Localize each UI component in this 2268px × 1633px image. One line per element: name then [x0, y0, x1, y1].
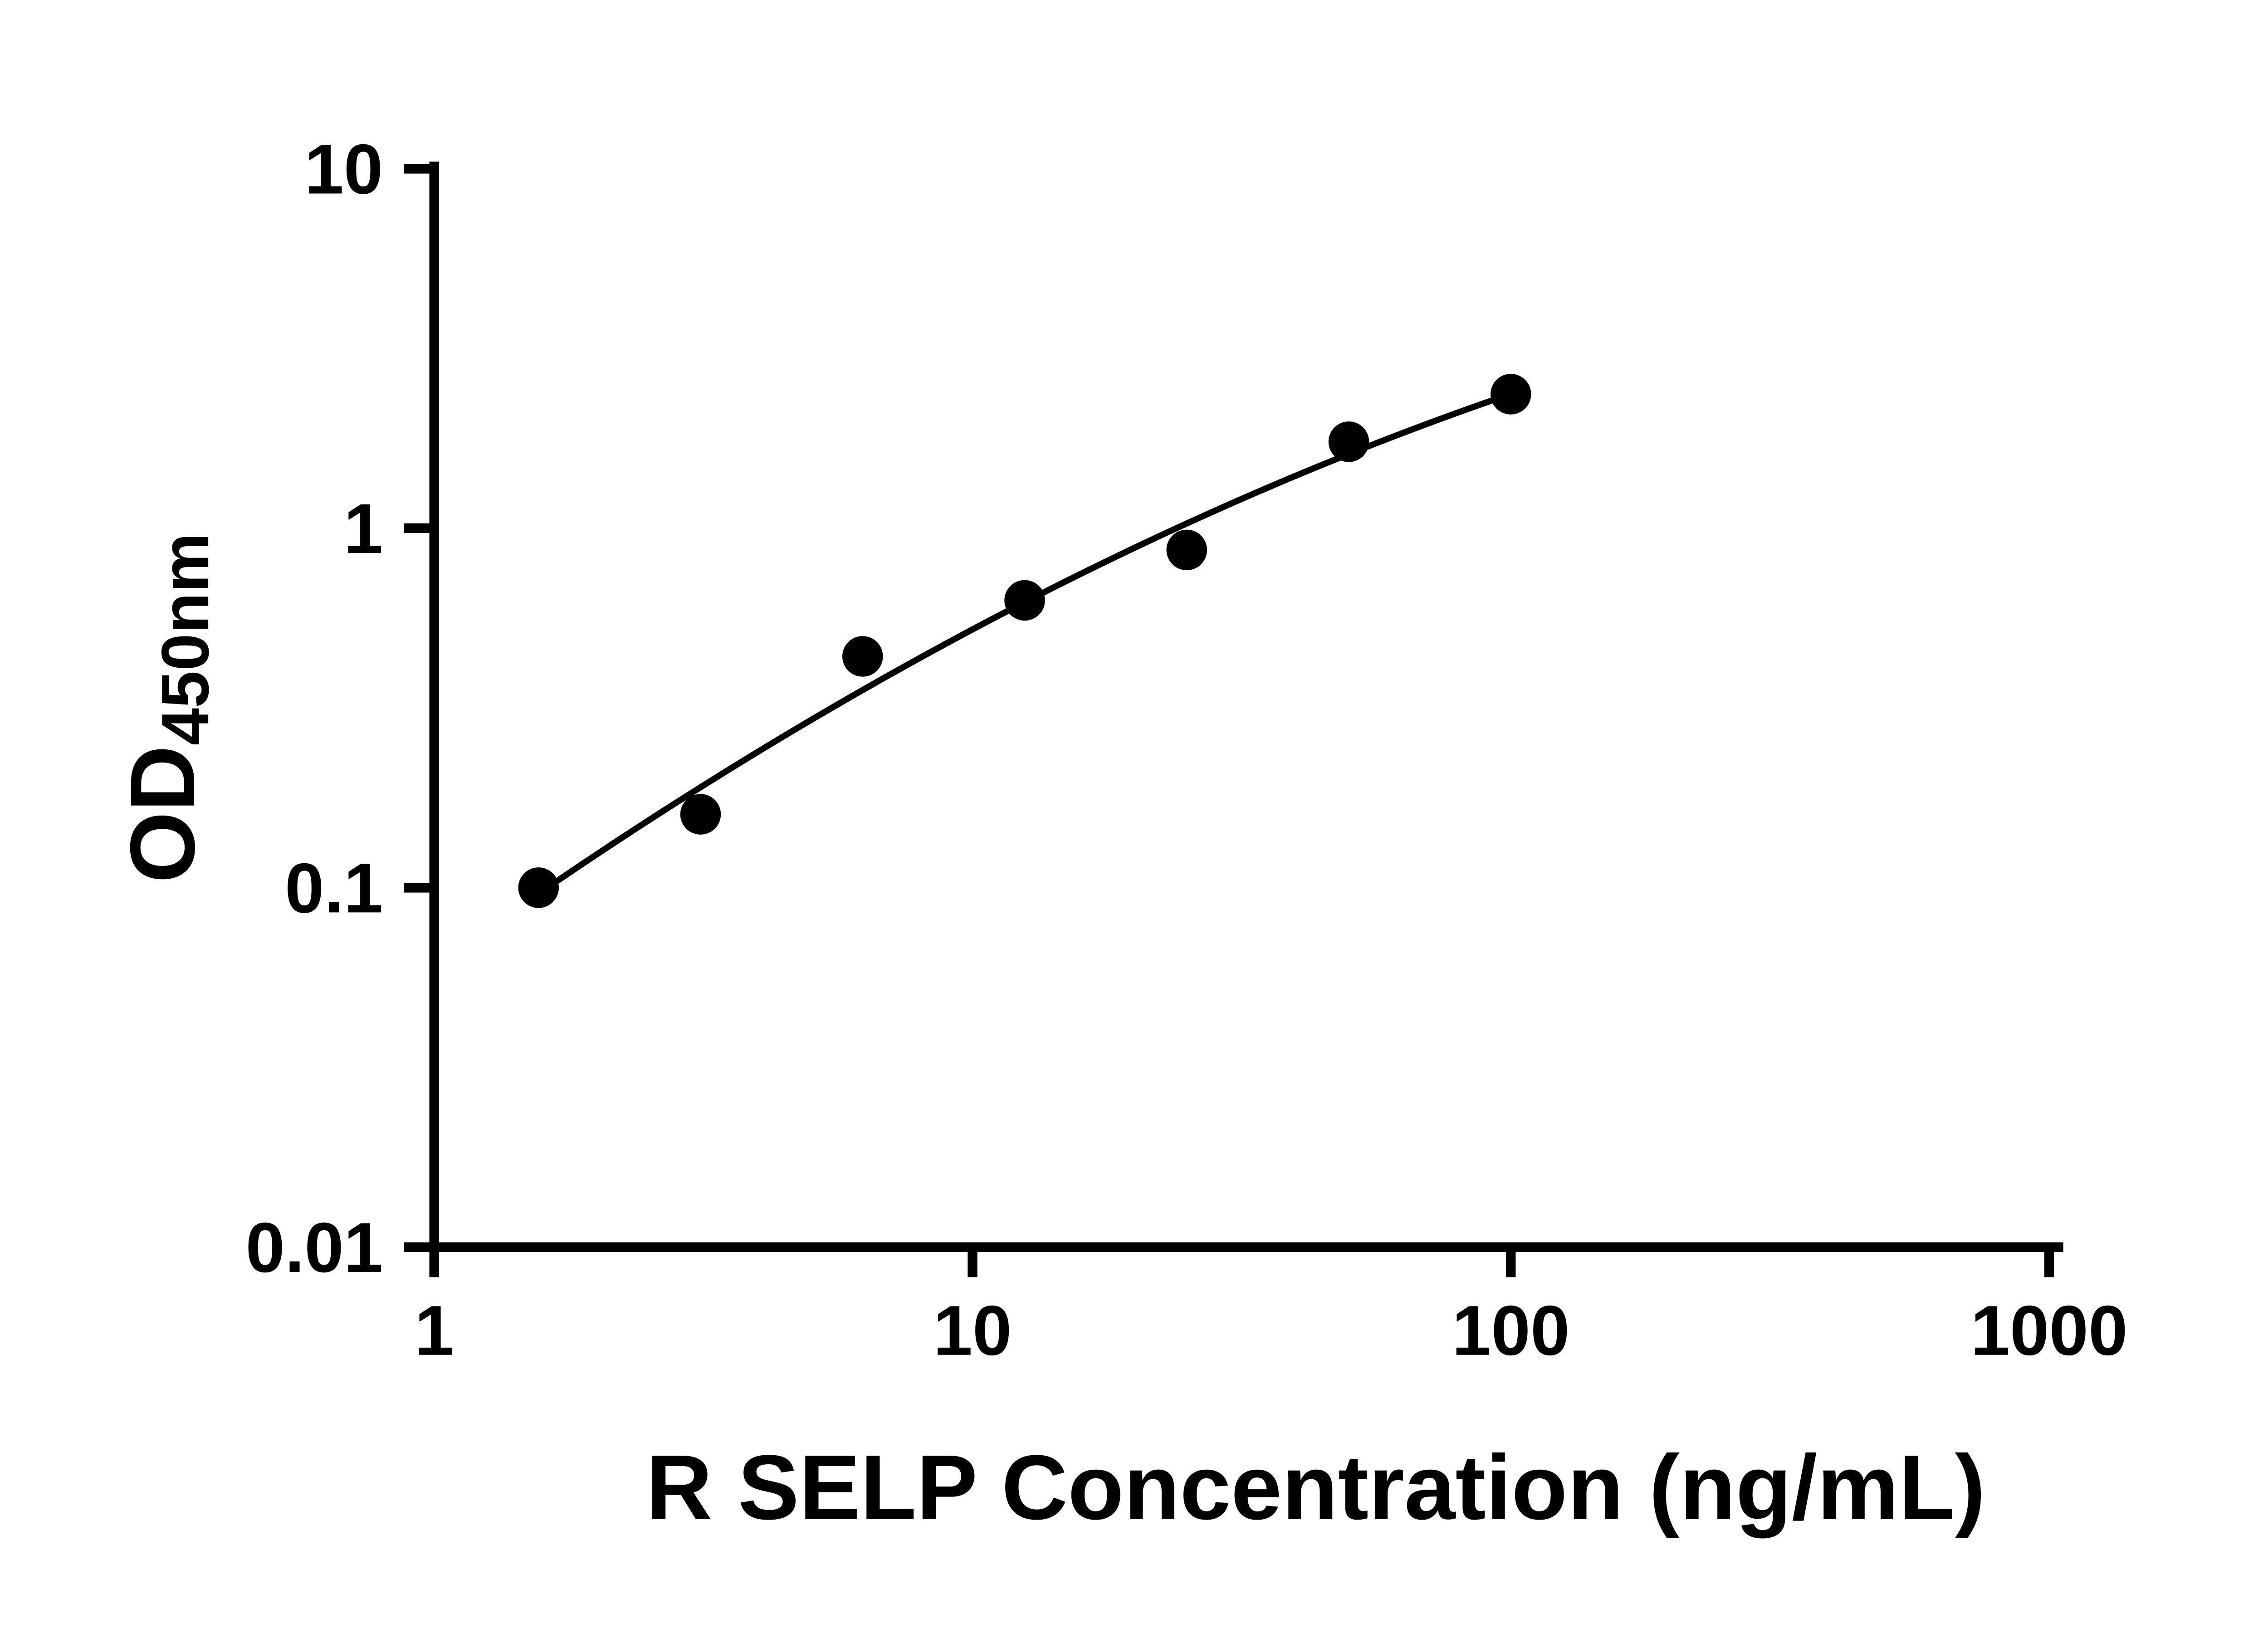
- x-axis-tick-label: 1000: [1970, 1291, 2127, 1370]
- x-axis-tick-label: 100: [1452, 1291, 1570, 1370]
- y-axis-tick-label: 0.1: [285, 848, 383, 927]
- y-axis-title: OD450nm: [111, 533, 223, 883]
- data-point: [680, 794, 721, 835]
- data-point: [1328, 421, 1369, 462]
- data-point: [1490, 374, 1531, 415]
- data-point: [1166, 529, 1207, 571]
- y-axis-tick-label: 0.01: [245, 1208, 383, 1287]
- axes-frame: [429, 161, 2063, 1252]
- data-point: [842, 636, 883, 677]
- data-point: [1004, 580, 1045, 621]
- data-point: [518, 867, 559, 908]
- y-axis-tick-label: 1: [344, 489, 383, 568]
- x-axis-tick-label: 10: [933, 1291, 1012, 1370]
- x-axis-tick-label: 1: [415, 1291, 454, 1370]
- y-axis-tick-label: 10: [304, 129, 383, 208]
- x-axis-title: R SELP Concentration (ng/mL): [646, 1436, 1986, 1539]
